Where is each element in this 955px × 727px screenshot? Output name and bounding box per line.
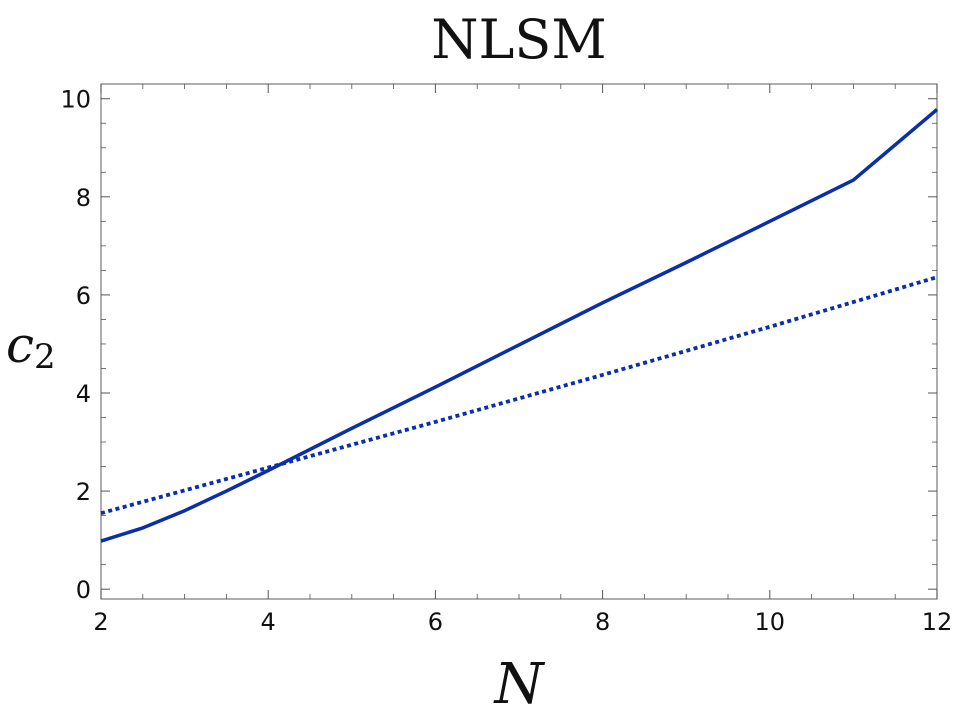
series-lines — [100, 108, 939, 543]
plot-frame — [100, 83, 938, 600]
x-tick-label: 8 — [595, 608, 610, 636]
x-tick-label: 6 — [428, 608, 443, 636]
major-ticks — [100, 84, 938, 599]
y-tick-label: 2 — [76, 478, 91, 506]
x-tick-label: 10 — [755, 608, 786, 636]
x-tick-label: 4 — [261, 608, 276, 636]
x-tick-labels: 2 4 6 8 10 12 — [93, 608, 952, 636]
y-tick-label: 8 — [76, 184, 91, 212]
x-tick-label: 2 — [93, 608, 108, 636]
y-tick-label: 4 — [76, 380, 91, 408]
y-tick-label: 0 — [76, 576, 91, 604]
y-tick-labels: 0 2 4 6 8 10 — [60, 86, 91, 604]
x-tick-label: 12 — [922, 608, 953, 636]
y-tick-label: 10 — [60, 86, 91, 114]
y-axis-label: c2 — [6, 316, 56, 377]
series-line-solid — [100, 108, 939, 543]
chart-title: NLSM — [431, 8, 606, 71]
series-line-dotted — [100, 275, 938, 516]
x-axis-label: N — [493, 652, 546, 717]
y-axis-label-subscript: 2 — [34, 337, 56, 377]
minor-ticks — [101, 84, 937, 599]
y-axis-label-base: c — [6, 316, 34, 374]
y-tick-label: 6 — [76, 282, 91, 310]
